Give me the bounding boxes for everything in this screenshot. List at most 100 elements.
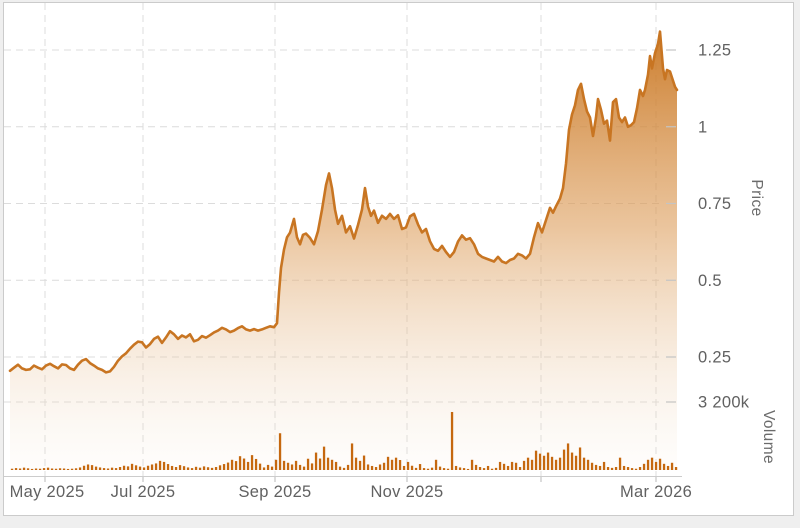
volume-bar xyxy=(138,466,142,470)
volume-bar xyxy=(34,468,38,470)
volume-bar xyxy=(482,468,486,470)
volume-bar xyxy=(570,452,574,470)
volume-bar xyxy=(298,464,302,470)
volume-bar xyxy=(62,468,66,470)
volume-bar xyxy=(106,468,110,470)
volume-bar xyxy=(74,468,78,470)
volume-bar xyxy=(158,460,162,470)
volume-bar xyxy=(402,465,406,470)
volume-bar xyxy=(146,465,150,470)
volume-bar xyxy=(546,452,550,470)
volume-bar xyxy=(370,465,374,470)
volume-bar xyxy=(342,467,346,470)
volume-bar xyxy=(130,463,134,470)
volume-bar xyxy=(506,465,510,470)
volume-bar xyxy=(518,467,522,470)
volume-bar xyxy=(514,462,518,470)
volume-bar xyxy=(330,459,334,470)
volume-bar xyxy=(410,465,414,470)
volume-bar xyxy=(610,467,614,470)
volume-bar xyxy=(626,467,630,470)
volume-bar xyxy=(434,459,438,470)
volume-bar xyxy=(526,457,530,470)
volume-bar xyxy=(378,464,382,470)
volume-bar xyxy=(642,463,646,470)
volume-bar xyxy=(234,461,238,470)
volume-bar xyxy=(14,468,18,470)
volume-bar xyxy=(466,468,470,470)
volume-axis-title: Volume xyxy=(760,410,777,464)
volume-bar xyxy=(202,466,206,470)
volume-bar xyxy=(422,468,426,470)
volume-bar xyxy=(450,411,454,470)
volume-bar xyxy=(174,467,178,470)
volume-bar xyxy=(454,465,458,470)
volume-bar xyxy=(206,467,210,470)
volume-bar xyxy=(338,466,342,470)
volume-bar xyxy=(214,467,218,470)
volume-bar xyxy=(22,467,26,470)
volume-bar xyxy=(542,455,546,470)
volume-bar xyxy=(406,461,410,470)
volume-bar xyxy=(110,467,114,470)
volume-bar xyxy=(302,466,306,470)
volume-bar xyxy=(354,457,358,470)
price-tick-label: 1 xyxy=(698,118,707,136)
volume-bar xyxy=(638,467,642,470)
volume-bar xyxy=(382,462,386,470)
volume-bar xyxy=(494,467,498,470)
volume-bar xyxy=(118,467,122,470)
volume-bar xyxy=(246,461,250,470)
volume-bar xyxy=(306,458,310,470)
volume-bar xyxy=(254,458,258,470)
volume-bar xyxy=(238,456,242,470)
volume-bar xyxy=(226,462,230,470)
volume-bar xyxy=(350,443,354,470)
volume-bar xyxy=(150,464,154,470)
volume-bar xyxy=(102,468,106,470)
volume-bar xyxy=(654,461,658,470)
volume-bar xyxy=(26,468,30,470)
volume-bar xyxy=(346,464,350,470)
volume-bar xyxy=(502,463,506,470)
volume-bar xyxy=(550,456,554,470)
volume-bar xyxy=(582,457,586,470)
volume-bar xyxy=(606,467,610,470)
volume-bar xyxy=(666,465,670,470)
axis-labels: 0.25 0.5 0.75 1 1.25 3 200k May 2025 Jul 2025 Se… xyxy=(10,42,750,502)
volume-bar xyxy=(322,446,326,470)
volume-bar xyxy=(190,468,194,470)
volume-bar xyxy=(530,459,534,470)
volume-bar xyxy=(462,468,466,470)
volume-bar xyxy=(58,468,62,470)
volume-bar xyxy=(398,460,402,470)
volume-bar xyxy=(114,468,118,470)
volume-bar xyxy=(670,462,674,470)
volume-bar xyxy=(534,450,538,470)
volume-bar xyxy=(126,466,130,470)
volume-bar xyxy=(622,465,626,470)
volume-bar xyxy=(134,465,138,470)
volume-bar xyxy=(578,447,582,470)
volume-bar xyxy=(418,464,422,470)
volume-bar xyxy=(94,466,98,470)
volume-bar xyxy=(274,459,278,470)
volume-bar xyxy=(42,468,46,470)
volume-bar xyxy=(270,466,274,470)
volume-bar xyxy=(30,468,34,470)
volume-bar xyxy=(10,468,14,470)
volume-bar xyxy=(438,466,442,470)
price-tick-label: 0.75 xyxy=(698,195,731,213)
volume-bar xyxy=(390,459,394,470)
volume-bar xyxy=(310,463,314,470)
volume-bar xyxy=(650,457,654,470)
volume-bar xyxy=(602,461,606,470)
volume-bar xyxy=(498,461,502,470)
volume-bar xyxy=(286,462,290,470)
volume-bar xyxy=(662,463,666,470)
volume-bar xyxy=(78,467,82,470)
volume-bar xyxy=(446,468,450,470)
volume-bar xyxy=(562,449,566,470)
